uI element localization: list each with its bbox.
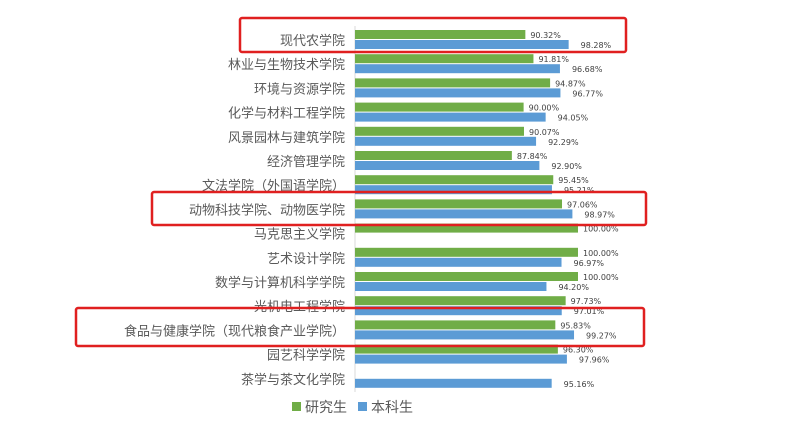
data-label: 97.96% <box>579 356 610 365</box>
category-label: 茶学与茶文化学院 <box>241 372 345 388</box>
graduate-bar <box>355 175 554 185</box>
data-label: 95.83% <box>560 321 591 330</box>
data-label: 100.00% <box>583 225 619 234</box>
data-label: 91.81% <box>538 55 569 64</box>
data-label: 96.77% <box>572 89 603 98</box>
graduate-bar <box>355 272 578 281</box>
graduate-bar <box>355 247 578 257</box>
data-label: 100.00% <box>583 249 619 258</box>
category-label: 艺术设计学院 <box>267 251 345 267</box>
graduate-bar <box>355 126 524 136</box>
category-label: 风景园林与建筑学院 <box>228 130 345 146</box>
highlight-box <box>238 16 628 54</box>
category-label: 林业与生物技术学院 <box>228 57 345 73</box>
graduate-bar <box>355 320 556 330</box>
graduate-bar <box>355 151 512 160</box>
undergrad-bar <box>355 88 561 98</box>
data-label: 94.87% <box>555 79 586 88</box>
highlight-box <box>150 190 648 227</box>
legend-swatch <box>358 402 367 411</box>
undergrad-bar <box>355 185 552 195</box>
data-label: 98.28% <box>581 41 612 50</box>
legend-label: 研究生 <box>305 400 347 416</box>
data-label: 92.90% <box>551 162 582 171</box>
data-label: 95.21% <box>564 186 595 195</box>
data-label: 87.84% <box>517 152 548 161</box>
data-label: 92.29% <box>548 138 579 147</box>
data-label: 97.06% <box>567 200 598 209</box>
undergrad-bar <box>355 64 560 74</box>
undergrad-bar <box>355 282 547 291</box>
data-label: 97.73% <box>571 297 602 306</box>
data-label: 100.00% <box>583 273 619 282</box>
undergrad-bar <box>355 306 562 316</box>
data-label: 97.01% <box>574 307 605 316</box>
undergrad-bar <box>355 257 562 267</box>
undergrad-bar <box>355 112 546 122</box>
graduate-bar <box>355 296 566 306</box>
undergrad-bar <box>355 136 537 146</box>
graduate-bar <box>355 199 563 209</box>
graduate-bar <box>355 223 578 233</box>
data-label: 96.97% <box>574 259 605 268</box>
data-label: 94.05% <box>558 114 589 123</box>
category-label: 园艺科学学院 <box>267 348 345 364</box>
graduate-bar <box>355 54 534 64</box>
category-label: 文法学院（外国语学院） <box>202 178 345 194</box>
graduate-bar <box>355 344 558 354</box>
category-label: 动物科技学院、动物医学院 <box>189 202 345 218</box>
data-label: 96.30% <box>563 346 594 355</box>
data-label: 90.00% <box>529 104 560 113</box>
undergrad-bar <box>355 40 569 49</box>
data-label: 98.97% <box>584 210 615 219</box>
category-label: 马克思主义学院 <box>254 227 345 243</box>
undergrad-bar <box>355 378 552 388</box>
data-label: 96.68% <box>572 65 603 74</box>
highlight-box <box>74 306 646 348</box>
category-label: 现代农学院 <box>280 33 345 49</box>
undergrad-bar <box>355 209 573 219</box>
category-label: 环境与资源学院 <box>254 81 345 97</box>
category-label: 数学与计算机科学学院 <box>215 275 345 291</box>
graduate-bar <box>355 30 526 39</box>
legend-label: 本科生 <box>371 400 413 416</box>
legend-swatch <box>292 402 301 411</box>
data-label: 94.20% <box>558 283 589 292</box>
data-label: 90.32% <box>530 31 561 40</box>
category-label: 化学与材料工程学院 <box>228 106 345 122</box>
undergrad-bar <box>355 161 540 170</box>
category-label: 食品与健康学院（现代粮食产业学院） <box>124 323 345 339</box>
undergrad-bar <box>355 330 575 340</box>
data-label: 90.07% <box>529 128 560 137</box>
undergrad-bar <box>355 354 567 364</box>
data-label: 99.27% <box>586 331 617 340</box>
category-label: 经济管理学院 <box>267 154 345 170</box>
data-label: 95.16% <box>564 380 595 389</box>
data-label: 95.45% <box>558 176 589 185</box>
graduate-bar <box>355 78 551 88</box>
graduate-bar <box>355 102 524 112</box>
